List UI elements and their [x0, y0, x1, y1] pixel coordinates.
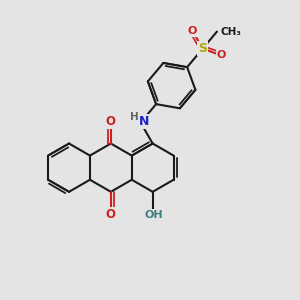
Text: CH₃: CH₃: [220, 27, 242, 37]
Text: OH: OH: [145, 209, 164, 220]
Text: O: O: [106, 208, 116, 220]
Text: S: S: [198, 42, 207, 55]
Text: O: O: [217, 50, 226, 61]
Text: N: N: [139, 115, 149, 128]
Text: O: O: [106, 115, 116, 128]
Text: O: O: [188, 26, 197, 36]
Text: H: H: [130, 112, 139, 122]
